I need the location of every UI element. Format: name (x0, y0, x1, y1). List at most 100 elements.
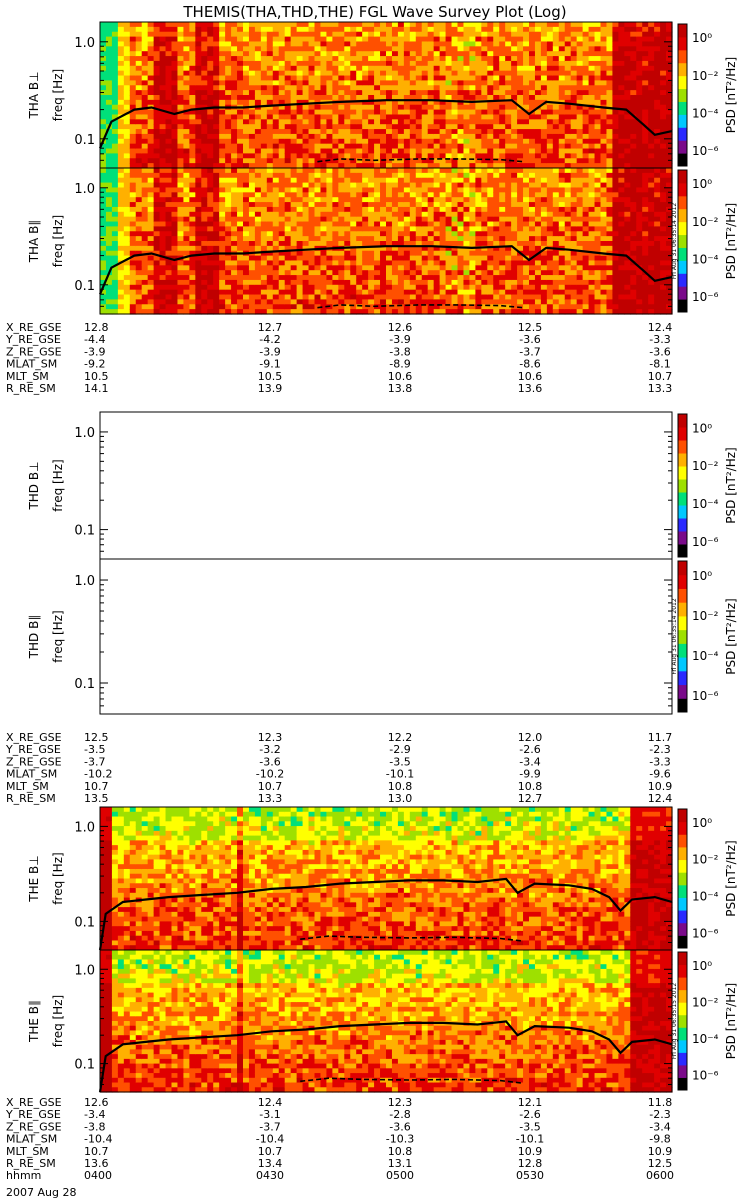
psd-cell (111, 153, 119, 159)
psd-cell (314, 284, 322, 291)
psd-cell (540, 31, 548, 38)
psd-cell (648, 148, 655, 154)
psd-cell (463, 241, 471, 247)
psd-cell (570, 148, 578, 154)
psd-cell (433, 299, 441, 305)
psd-cell (403, 284, 411, 291)
psd-cell (612, 163, 619, 169)
psd-cell (284, 172, 292, 179)
psd-cell (540, 119, 548, 125)
psd-cell (302, 46, 310, 52)
psd-cell (201, 129, 208, 135)
psd-cell (445, 124, 453, 130)
psd-cell (332, 168, 339, 174)
psd-cell (314, 65, 322, 72)
psd-cell (386, 163, 393, 169)
psd-cell (421, 255, 429, 262)
psd-cell (243, 182, 250, 189)
psd-cell (278, 206, 286, 213)
psd-cell (141, 158, 149, 164)
psd-cell (630, 163, 637, 169)
psd-cell (159, 65, 167, 72)
psd-cell (284, 241, 292, 247)
psd-cell (469, 153, 476, 159)
psd-cell (326, 26, 333, 33)
psd-cell (368, 177, 375, 184)
psd-cell (588, 129, 596, 135)
psd-cell (463, 202, 471, 208)
psd-cell (660, 26, 667, 33)
psd-cell (272, 75, 280, 81)
psd-cell (564, 124, 572, 130)
psd-cell (189, 289, 196, 296)
psd-cell (284, 309, 292, 315)
psd-cell (463, 206, 471, 213)
psd-cell (570, 46, 578, 52)
psd-cell (171, 143, 179, 150)
psd-cell (511, 46, 518, 52)
psd-cell (481, 168, 488, 174)
psd-cell (135, 279, 143, 286)
psd-cell (397, 75, 405, 81)
psd-cell (391, 236, 399, 242)
psd-cell (469, 114, 476, 120)
psd-cell (546, 36, 554, 43)
psd-cell (445, 192, 453, 198)
psd-cell (481, 265, 488, 271)
psd-cell (493, 236, 500, 242)
psd-cell (374, 114, 381, 120)
psd-cell (397, 294, 405, 300)
psd-cell (207, 260, 214, 266)
psd-cell (129, 109, 137, 116)
psd-cell (433, 80, 441, 86)
psd-cell (177, 163, 185, 169)
psd-cell (415, 75, 423, 81)
psd-cell (439, 299, 447, 305)
psd-cell (177, 90, 185, 96)
psd-cell (231, 284, 238, 291)
psd-cell (123, 182, 131, 189)
psd-cell (308, 197, 316, 203)
psd-cell (213, 153, 220, 159)
psd-cell (457, 221, 465, 227)
psd-cell (386, 133, 393, 140)
psd-cell (445, 65, 453, 72)
psd-cell (374, 284, 381, 291)
psd-cell (558, 104, 566, 111)
psd-cell (493, 270, 500, 276)
psd-cell (409, 255, 417, 262)
psd-cell (409, 104, 417, 111)
psd-cell (183, 114, 190, 120)
psd-cell (302, 309, 310, 315)
psd-cell (648, 138, 655, 145)
psd-cell (100, 294, 107, 300)
psd-cell (582, 148, 590, 154)
psd-cell (403, 275, 411, 281)
psd-cell (451, 226, 459, 232)
psd-cell (487, 265, 494, 271)
psd-cell (248, 304, 256, 310)
psd-cell (564, 114, 572, 120)
psd-cell (338, 255, 345, 262)
psd-cell (290, 41, 298, 47)
psd-cell (475, 65, 482, 72)
psd-cell (302, 241, 310, 247)
psd-cell (320, 80, 328, 86)
psd-cell (338, 119, 345, 125)
psd-cell (380, 104, 387, 111)
psd-cell (326, 114, 333, 120)
psd-cell (505, 187, 512, 193)
psd-cell (278, 70, 286, 77)
psd-cell (284, 41, 292, 47)
psd-cell (171, 46, 179, 52)
psd-cell (165, 133, 173, 140)
psd-cell (231, 216, 238, 223)
psd-cell (606, 41, 614, 47)
psd-cell (308, 304, 316, 310)
psd-cell (147, 172, 155, 179)
psd-cell (123, 158, 131, 164)
psd-cell (600, 138, 608, 145)
psd-cell (290, 51, 298, 57)
psd-cell (380, 148, 387, 154)
psd-cell (237, 294, 244, 300)
